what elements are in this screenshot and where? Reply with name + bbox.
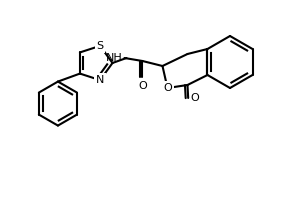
- Text: N: N: [96, 75, 104, 85]
- Text: O: O: [163, 83, 172, 93]
- Text: NH: NH: [106, 53, 122, 63]
- Text: S: S: [97, 41, 104, 51]
- Text: O: O: [163, 83, 172, 93]
- Text: O: O: [138, 81, 147, 91]
- Text: O: O: [190, 93, 199, 103]
